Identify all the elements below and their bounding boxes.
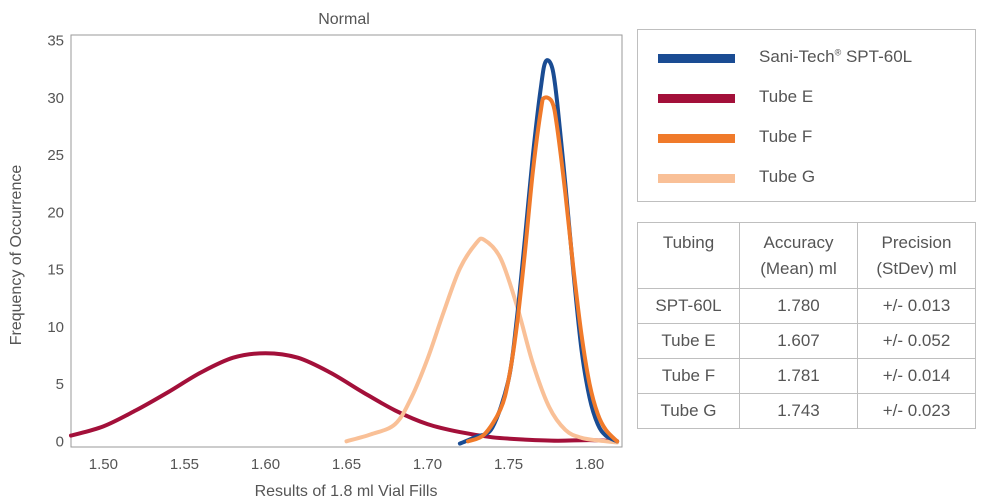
legend-label: Sani-Tech® SPT-60L (759, 47, 913, 66)
cell-precision: +/- 0.013 (857, 288, 976, 324)
legend-label: Tube E (759, 87, 814, 106)
cell-precision: +/- 0.023 (857, 393, 976, 429)
legend-item: Sani-Tech® SPT-60L (638, 46, 975, 70)
cell-precision: +/- 0.014 (857, 358, 976, 394)
series-line-tube-g (344, 236, 620, 445)
x-tick-label: 1.55 (170, 456, 199, 473)
statistics-table: Tubing Accuracy (Mean) ml Precision (StDev… (637, 222, 976, 429)
table-row: SPT-60L 1.780 +/- 0.013 (637, 288, 976, 324)
legend-label: Tube F (759, 127, 813, 146)
legend-swatch (658, 54, 735, 63)
cell-accuracy: 1.607 (739, 323, 858, 359)
series-lines (69, 58, 620, 446)
legend-item: Tube F (638, 126, 975, 150)
cell-accuracy: 1.743 (739, 393, 858, 429)
legend: Sani-Tech® SPT-60L Tube E Tube F Tube G (637, 29, 976, 202)
legend-swatch (658, 174, 735, 183)
y-tick-labels: 0 5 10 15 20 25 30 35 (47, 33, 64, 451)
header-tubing: Tubing (637, 222, 740, 289)
header-accuracy: Accuracy (Mean) ml (739, 222, 858, 289)
x-tick-label: 1.70 (413, 456, 442, 473)
y-tick-label: 30 (47, 90, 64, 107)
table-row: Tube F 1.781 +/- 0.014 (637, 358, 976, 394)
y-axis-label: Frequency of Occurrence (8, 165, 25, 346)
normal-distribution-chart: Normal Results of 1.8 ml Vial Fills Freq… (8, 11, 623, 500)
y-tick-label: 35 (47, 33, 64, 50)
x-tick-label: 1.80 (575, 456, 604, 473)
legend-swatch (658, 94, 735, 103)
x-tick-labels: 1.50 1.55 1.60 1.65 1.70 1.75 1.80 (89, 456, 604, 473)
x-axis-label: Results of 1.8 ml Vial Fills (255, 483, 438, 500)
series-line-tube-e (69, 351, 620, 444)
legend-item: Tube E (638, 86, 975, 110)
cell-tubing: Tube G (637, 393, 740, 429)
x-tick-label: 1.50 (89, 456, 118, 473)
cell-tubing: Tube F (637, 358, 740, 394)
cell-precision: +/- 0.052 (857, 323, 976, 359)
legend-item: Tube G (638, 166, 975, 190)
header-precision: Precision (StDev) ml (857, 222, 976, 289)
x-tick-label: 1.65 (332, 456, 361, 473)
series-line-tube-f (466, 95, 620, 444)
y-tick-label: 10 (47, 319, 64, 336)
x-tick-label: 1.60 (251, 456, 280, 473)
chart-title: Normal (318, 11, 370, 28)
cell-accuracy: 1.780 (739, 288, 858, 324)
y-tick-label: 25 (47, 147, 64, 164)
x-tick-label: 1.75 (494, 456, 523, 473)
table-header-row: Tubing Accuracy (Mean) ml Precision (StDev… (637, 222, 976, 289)
table-row: Tube G 1.743 +/- 0.023 (637, 393, 976, 429)
legend-swatch (658, 134, 735, 143)
cell-accuracy: 1.781 (739, 358, 858, 394)
table-row: Tube E 1.607 +/- 0.052 (637, 323, 976, 359)
cell-tubing: Tube E (637, 323, 740, 359)
y-tick-label: 0 (56, 433, 64, 450)
legend-label: Tube G (759, 167, 816, 186)
cell-tubing: SPT-60L (637, 288, 740, 324)
plot-frame (70, 34, 623, 448)
y-tick-label: 15 (47, 262, 64, 279)
y-tick-label: 5 (56, 376, 64, 393)
y-tick-label: 20 (47, 204, 64, 221)
